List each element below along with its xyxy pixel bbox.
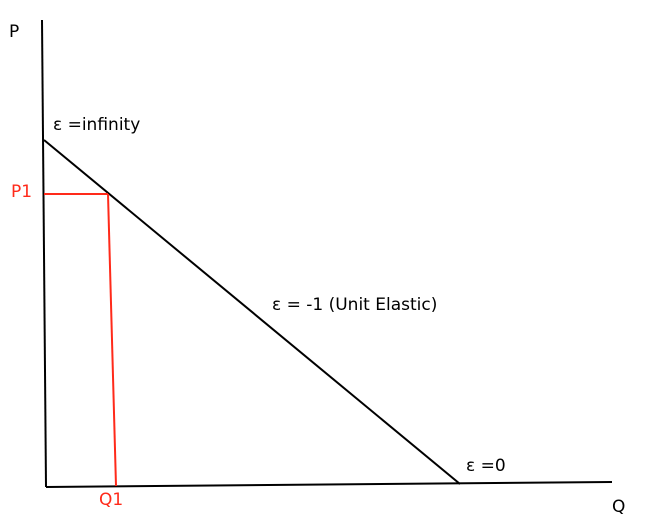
y-axis bbox=[41, 19, 47, 488]
infinite-elasticity-label: ε =infinity bbox=[53, 115, 141, 135]
y-axis-label: P bbox=[9, 22, 20, 42]
p1-label: P1 bbox=[11, 182, 33, 202]
q1-guide-line bbox=[107, 193, 117, 487]
demand-curve bbox=[43, 139, 461, 485]
zero-elasticity-label: ε =0 bbox=[466, 456, 506, 476]
x-axis bbox=[45, 481, 613, 488]
x-axis-label: Q bbox=[612, 497, 626, 517]
q1-label: Q1 bbox=[99, 490, 124, 510]
unit-elastic-label: ε = -1 (Unit Elastic) bbox=[272, 295, 438, 315]
